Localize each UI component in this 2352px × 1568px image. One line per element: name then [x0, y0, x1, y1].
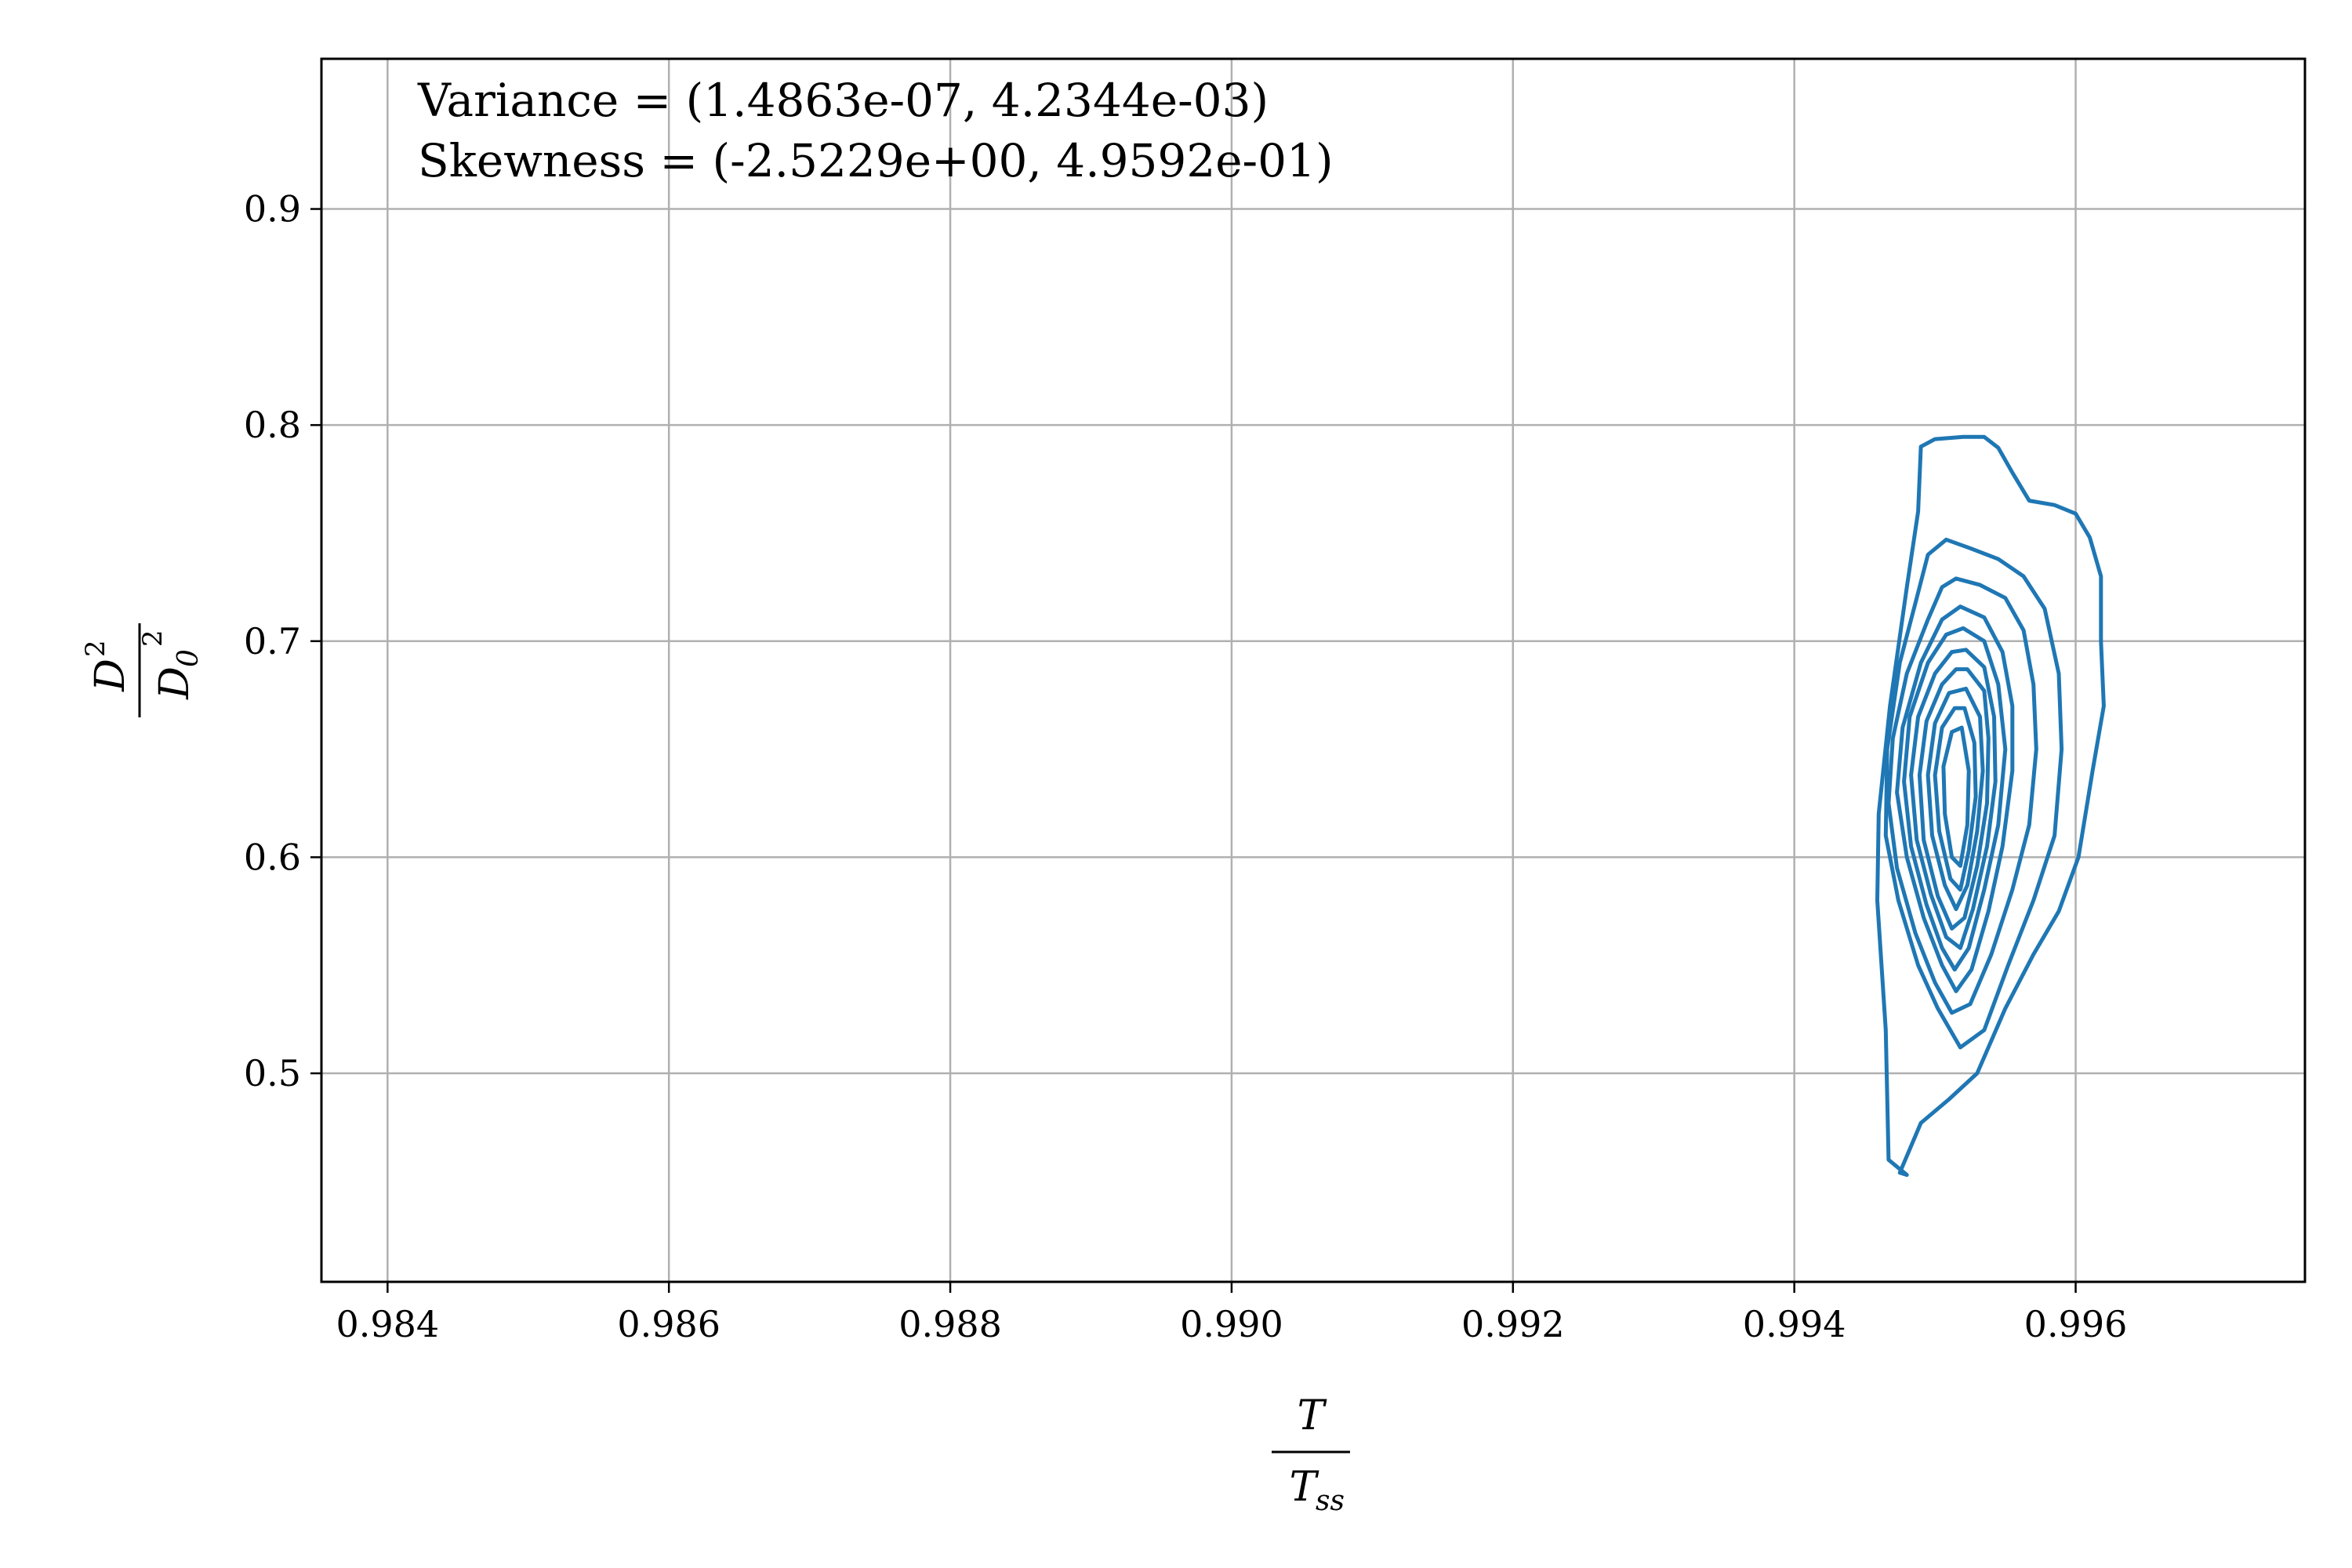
x-tick-label: 0.994: [1743, 1303, 1846, 1345]
variance-annotation: Variance = (1.4863e-07, 4.2344e-03): [417, 74, 1269, 127]
contour-level-8: [1926, 686, 1985, 912]
y-axis-ticks: 0.5 0.6 0.7 0.8 0.9: [244, 188, 321, 1094]
x-tick-label: 0.990: [1180, 1303, 1283, 1345]
contour-level-1: [1875, 434, 2106, 1178]
y-tick-label: 0.6: [244, 836, 301, 878]
contour-level-9: [1933, 706, 1978, 892]
axes-frame: [320, 57, 2307, 1283]
contour-level-3: [1886, 576, 2038, 1015]
skewness-annotation: Skewness = (-2.5229e+00, 4.9592e-01): [418, 134, 1334, 187]
y-tick-label: 0.9: [244, 188, 301, 230]
x-tick-label: 0.996: [2024, 1303, 2128, 1345]
x-axis-label: T T ss: [1272, 1392, 1350, 1517]
contour-lines: [1875, 434, 2106, 1178]
x-tick-label: 0.984: [336, 1303, 439, 1345]
y-tick-label: 0.8: [244, 404, 301, 446]
x-label-denominator-subscript: ss: [1316, 1485, 1345, 1517]
x-label-numerator: T: [1298, 1392, 1327, 1439]
contour-level-5: [1902, 626, 2008, 972]
contour-level-7: [1917, 667, 1991, 931]
y-axis-label: D 2 D 0 2: [80, 623, 205, 717]
contour-level-4: [1895, 604, 2015, 993]
x-axis-ticks: 0.984 0.986 0.988 0.990 0.992 0.994 0.996: [336, 1282, 2127, 1345]
y-tick-label: 0.5: [244, 1052, 301, 1094]
y-label-numerator-superscript: 2: [80, 640, 111, 657]
contour-level-2: [1883, 537, 2064, 1050]
x-tick-label: 0.988: [898, 1303, 1002, 1345]
x-tick-label: 0.992: [1461, 1303, 1565, 1345]
contour-level-6: [1909, 648, 1998, 950]
x-label-denominator: T: [1290, 1464, 1319, 1511]
y-label-denominator-subscript: 0: [172, 649, 205, 667]
y-tick-label: 0.7: [244, 620, 301, 662]
y-label-numerator: D: [87, 659, 134, 692]
x-tick-label: 0.986: [617, 1303, 720, 1345]
y-label-denominator: D: [151, 666, 198, 700]
y-label-denominator-superscript: 2: [137, 630, 169, 647]
contour-level-10: [1941, 725, 1971, 868]
